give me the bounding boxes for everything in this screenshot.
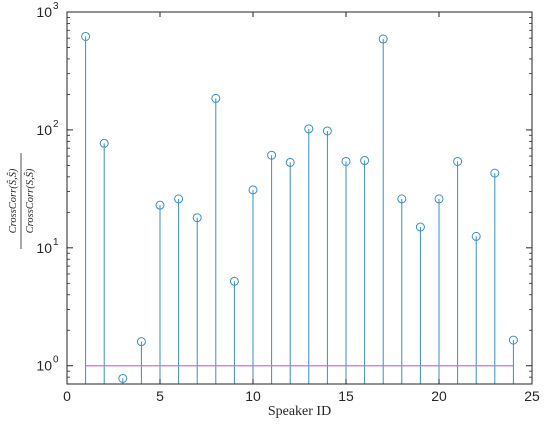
stem-marker <box>341 156 351 166</box>
stem-marker <box>229 276 239 286</box>
y-tick-label-exponent: 1 <box>53 237 59 248</box>
x-axis-title: Speaker ID <box>268 404 331 419</box>
y-tick-label: 10 <box>36 4 52 20</box>
plot-area <box>67 12 532 384</box>
stem-marker <box>471 231 481 241</box>
y-tick-label: 10 <box>36 358 52 374</box>
y-tick-label-exponent: 0 <box>53 355 59 366</box>
stem-marker <box>397 194 407 204</box>
stem-marker <box>360 156 370 166</box>
x-tick-label: 10 <box>245 388 261 404</box>
stem-marker <box>490 168 500 178</box>
stem-marker <box>267 150 277 160</box>
y-axis-title: CrossCorr(Ŝ,Ŝ) CrossCorr(S,Ŝ) <box>7 153 36 249</box>
stem-marker <box>81 31 91 41</box>
x-tick-label: 0 <box>63 388 71 404</box>
x-tick-label: 25 <box>524 388 540 404</box>
stem-marker <box>248 185 258 195</box>
markers-group <box>81 31 518 383</box>
stem-marker <box>211 93 221 103</box>
stem-marker <box>415 222 425 232</box>
stem-marker <box>378 34 388 44</box>
stem-marker <box>118 373 128 383</box>
stem-marker <box>322 126 332 136</box>
y-tick-label-exponent: 3 <box>53 1 59 12</box>
stem-marker <box>136 337 146 347</box>
stem-marker <box>304 124 314 134</box>
x-tick-label: 5 <box>156 388 164 404</box>
y-tick-label-exponent: 2 <box>53 119 59 130</box>
stem-marker <box>508 335 518 345</box>
y-tick-label: 10 <box>36 240 52 256</box>
stem-marker <box>453 156 463 166</box>
y-axis-title-numerator: CrossCorr(Ŝ,Ŝ) <box>7 168 19 233</box>
stem-marker <box>285 157 295 167</box>
x-tick-label: 15 <box>338 388 354 404</box>
x-ticks: 0 5 10 15 20 25 <box>63 12 540 404</box>
stem-marker <box>155 200 165 210</box>
axes-box <box>66 11 533 385</box>
x-tick-label: 20 <box>431 388 447 404</box>
stem-marker <box>174 194 184 204</box>
y-tick-label: 10 <box>36 122 52 138</box>
stem-marker <box>99 138 109 148</box>
stem-marker <box>192 213 202 223</box>
y-axis-title-denominator: CrossCorr(S,Ŝ) <box>24 168 36 233</box>
stem-marker <box>434 194 444 204</box>
stems-group <box>85 36 514 384</box>
